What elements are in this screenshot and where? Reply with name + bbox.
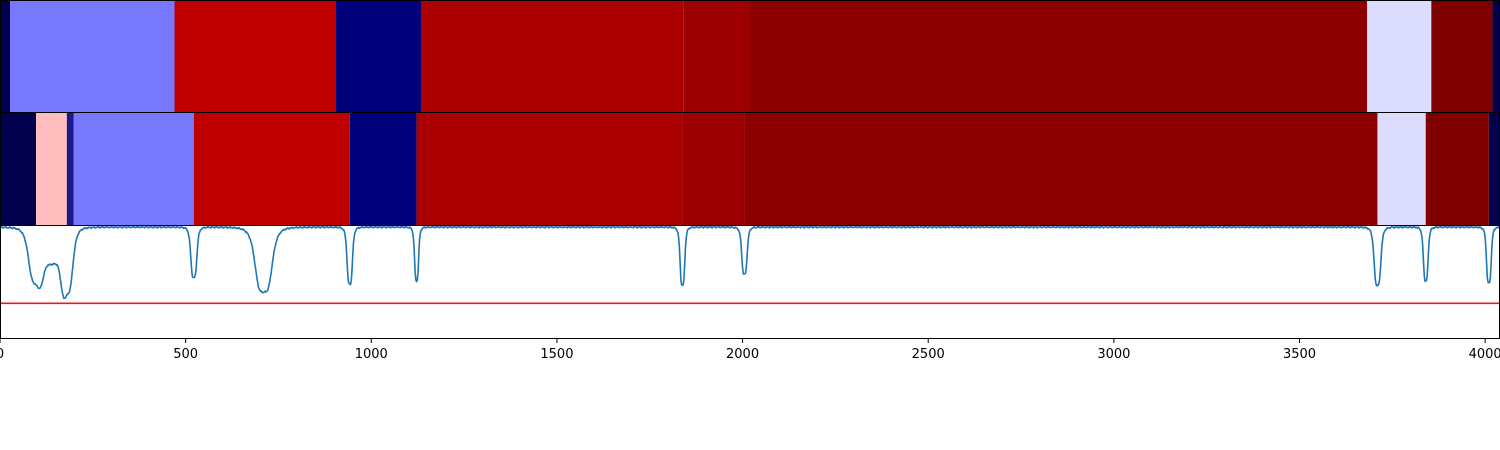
- track-2-segment-6: [349, 113, 417, 225]
- track-1-segment-7: [750, 1, 1368, 112]
- x-tick-label-2500: 2500: [912, 347, 945, 362]
- track-2-segment-2: [36, 113, 67, 225]
- line-plot-panel: [0, 225, 1500, 339]
- track-1-segment-5: [421, 1, 684, 112]
- track-1-segment-3: [174, 1, 337, 112]
- x-axis: 0 500 1000 1500 2000 2500 3000 3500 4000: [0, 338, 1500, 362]
- track-2-segment-4: [73, 113, 194, 225]
- line-plot-frame: [0, 225, 1500, 339]
- x-tick-label-3000: 3000: [1097, 347, 1130, 362]
- track-1-segment-10: [1492, 1, 1500, 112]
- x-tick-label-4000: 4000: [1469, 347, 1500, 362]
- x-tick-label-1500: 1500: [540, 347, 573, 362]
- series-line: [0, 225, 1500, 300]
- track-2-segment-11: [1425, 113, 1489, 225]
- x-tick-label-0: 0: [0, 347, 4, 362]
- track-2-segment-3: [66, 113, 74, 225]
- track-2-segment-12: [1488, 113, 1500, 225]
- heatmap-tracks: [0, 0, 1500, 226]
- track-1-segment-6: [683, 1, 750, 112]
- track-1-segment-2: [10, 1, 175, 112]
- track-1-segment-1: [0, 1, 11, 112]
- track-2-segment-7: [416, 113, 683, 225]
- x-tick-label-3500: 3500: [1283, 347, 1316, 362]
- x-tick-label-1000: 1000: [355, 347, 388, 362]
- track-1-segment-8: [1367, 1, 1432, 112]
- track-1: [0, 0, 1500, 113]
- track-1-segment-9: [1431, 1, 1493, 112]
- track-1-segment-4: [336, 1, 422, 112]
- track-2-segment-5: [193, 113, 350, 225]
- track-2-segment-8: [682, 113, 745, 225]
- x-tick-label-500: 500: [173, 347, 198, 362]
- track-2-segment-9: [744, 113, 1378, 225]
- x-tick-label-2000: 2000: [726, 347, 759, 362]
- track-2-segment-1: [0, 113, 37, 225]
- track-2-segment-10: [1377, 113, 1426, 225]
- track-2: [0, 112, 1500, 226]
